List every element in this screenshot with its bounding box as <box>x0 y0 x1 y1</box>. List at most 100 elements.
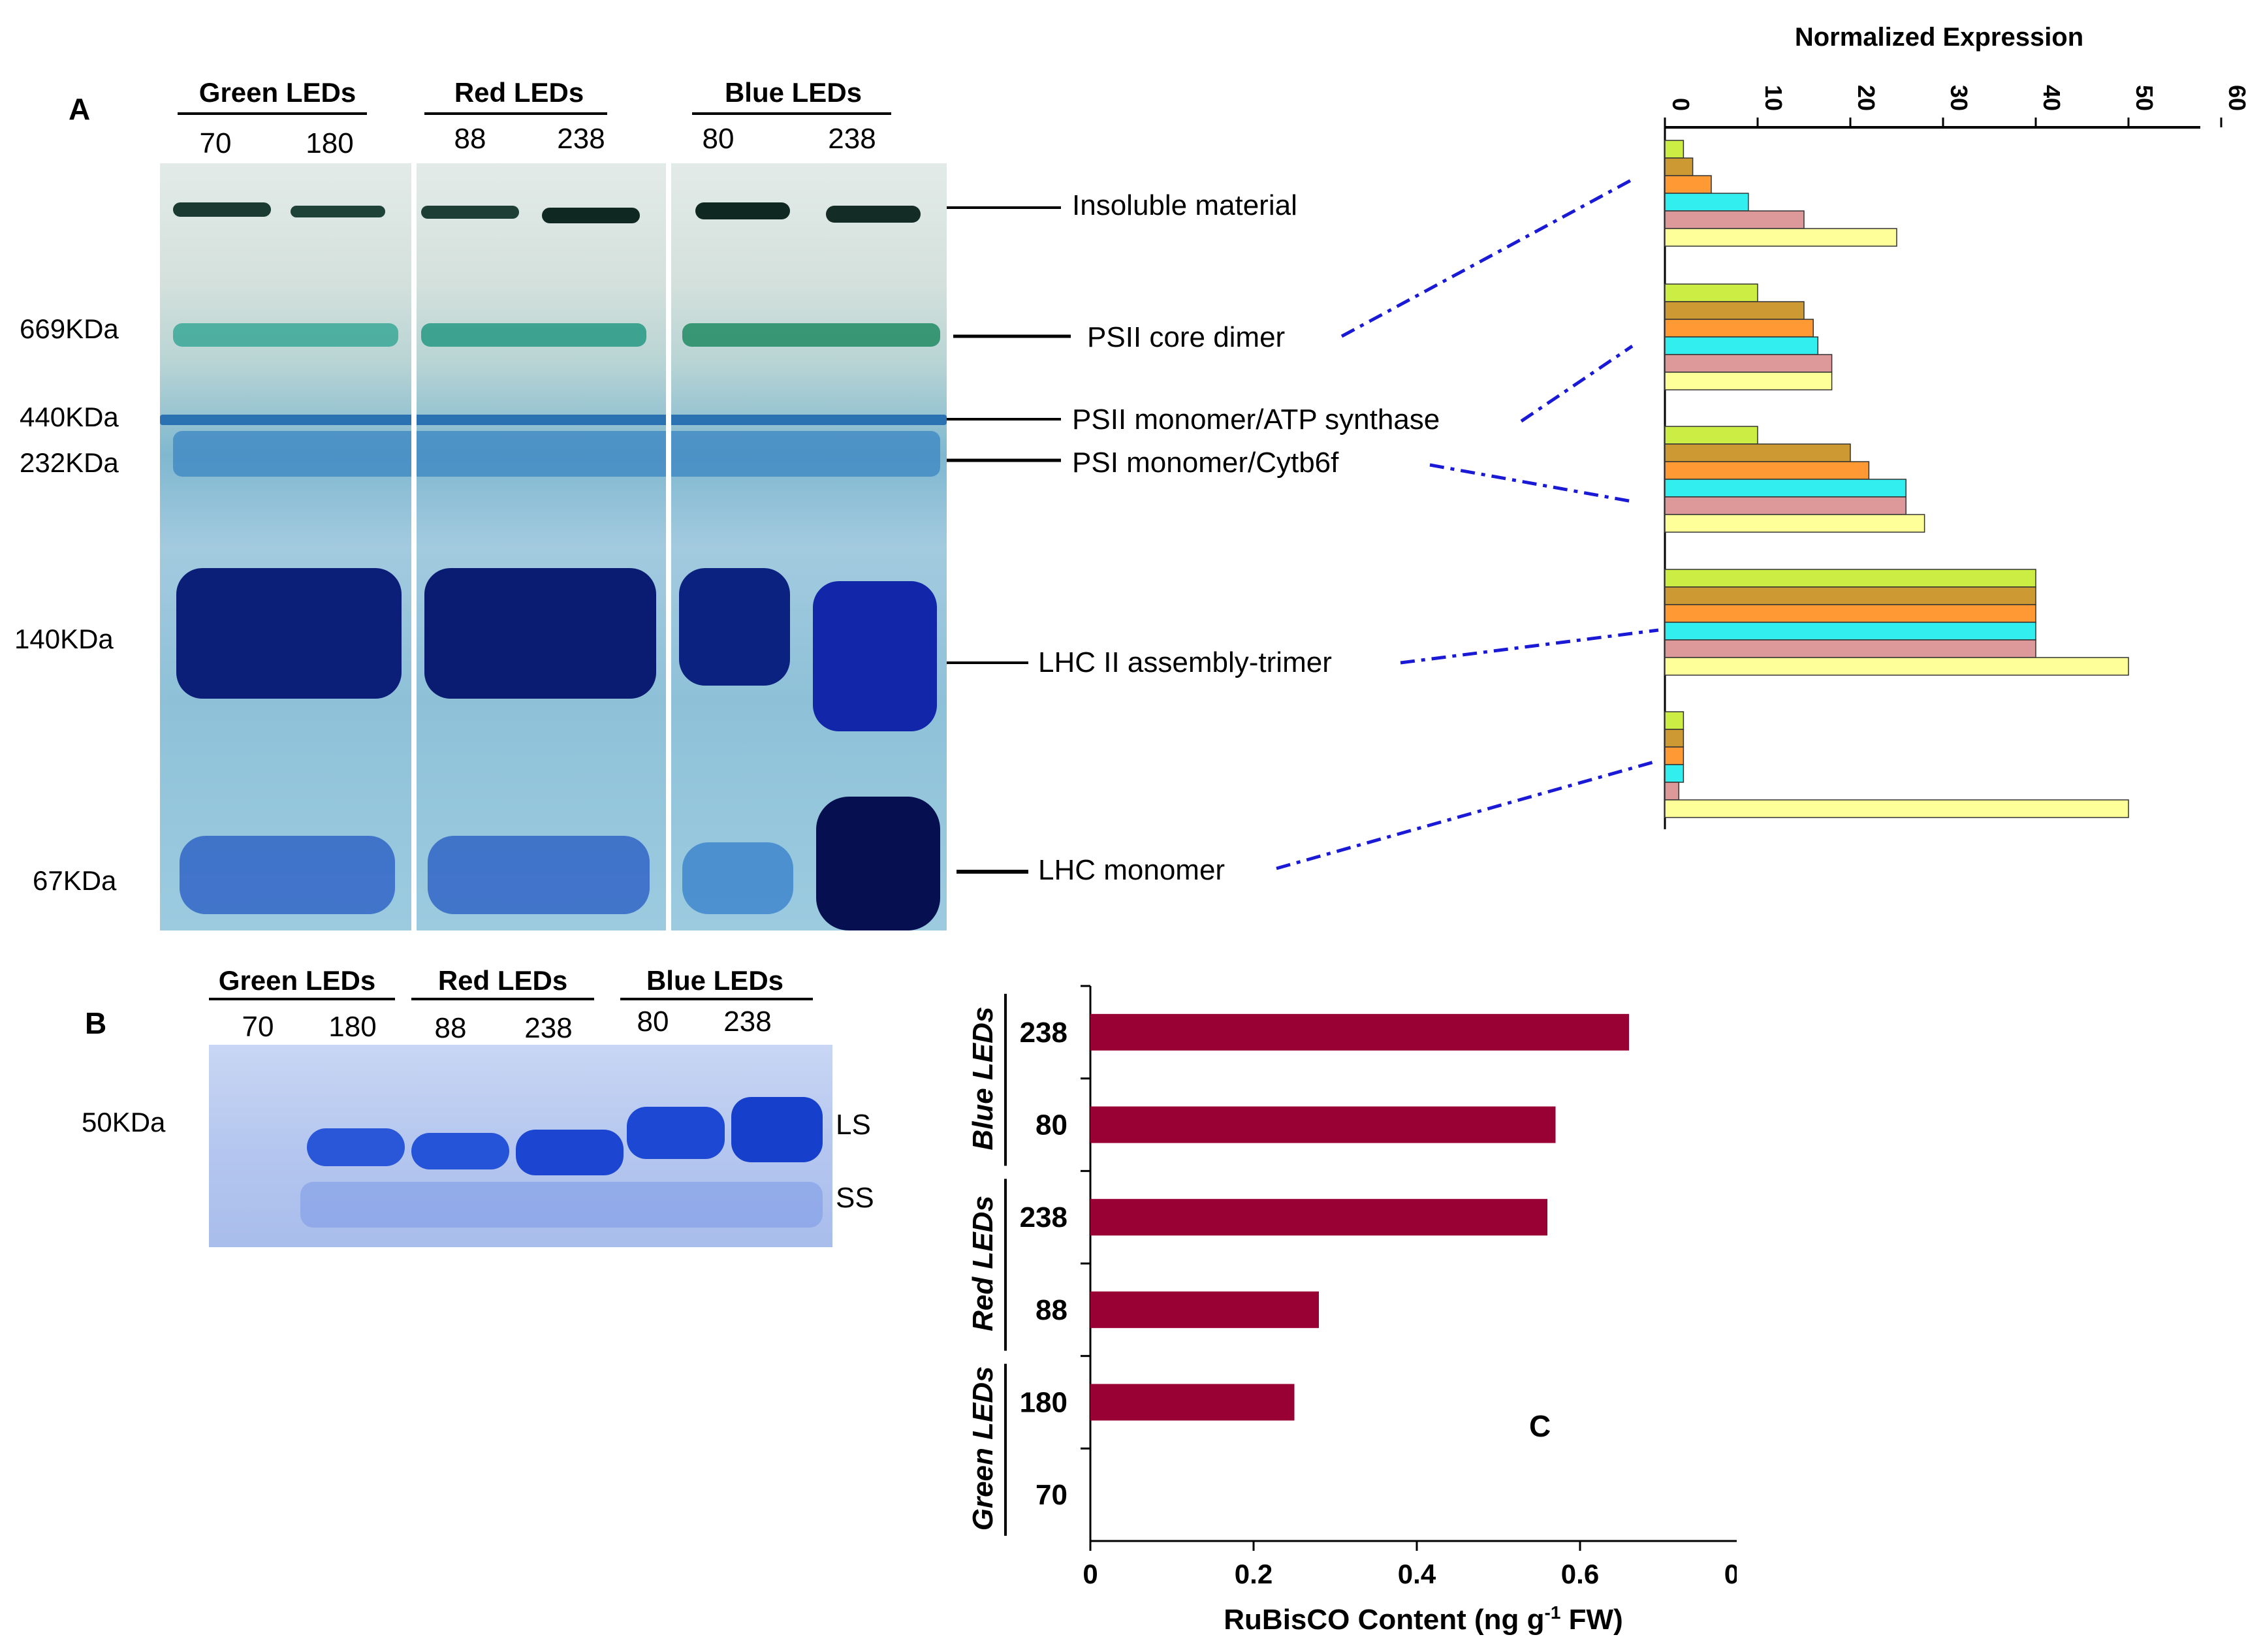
gel-band <box>542 208 640 223</box>
gel-band <box>411 1133 509 1169</box>
mw-marker: 140KDa <box>14 624 114 654</box>
gel-band <box>291 206 385 217</box>
gel-band <box>421 206 519 219</box>
x-tick-label: 0 <box>1668 98 1694 111</box>
band-label: PSII monomer/ATP synthase <box>1072 404 1440 436</box>
group-underline-green <box>178 112 367 115</box>
bar <box>1664 140 1684 159</box>
group-underline-blue <box>620 998 813 1000</box>
category-label: 88 <box>1036 1294 1068 1326</box>
gel-divider <box>411 163 417 930</box>
gel-divider <box>666 163 671 930</box>
chart-title: Normalized Expression <box>1795 23 2083 52</box>
rubisco-chart: 0 0.2 0.4 0.6 0.8 238 80 238 88 180 70 Blue LEDs R… <box>967 985 1737 1636</box>
native-gel-image <box>160 163 947 930</box>
bar <box>1664 157 1694 176</box>
category-label: 70 <box>1036 1479 1068 1511</box>
bar <box>1090 1384 1295 1421</box>
bar <box>1664 746 1684 765</box>
bar <box>1664 729 1684 748</box>
x-tick-label: 0.2 <box>1235 1559 1273 1589</box>
bar <box>1664 283 1758 302</box>
x-tick-label: 60 <box>2224 85 2246 111</box>
gel-band <box>731 1097 823 1162</box>
mw-marker: 669KDa <box>20 313 119 344</box>
group-label-green: Green LEDs <box>198 77 356 108</box>
category-label: 180 <box>1020 1387 1068 1419</box>
bar <box>1664 354 1833 373</box>
group-label: Green LEDs <box>967 1366 999 1531</box>
x-tick-label: 40 <box>2038 85 2065 111</box>
bar <box>1664 336 1819 355</box>
group-underline-blue <box>692 112 891 115</box>
mw-marker: 232KDa <box>20 447 119 478</box>
group-underline-red <box>424 112 607 115</box>
x-tick-label: 0.4 <box>1398 1559 1436 1589</box>
bar <box>1664 175 1712 194</box>
bar <box>1664 479 1906 498</box>
panel-c-letter: C <box>1529 1409 1551 1443</box>
gel-band <box>424 568 656 699</box>
connector-line <box>1276 759 1659 870</box>
connector-line <box>1340 178 1634 338</box>
mw-marker: 50KDa <box>82 1107 166 1137</box>
group-underline-red <box>411 998 594 1000</box>
bar <box>1664 764 1684 783</box>
category-label: 80 <box>1036 1109 1068 1141</box>
band-label: LHC II assembly-trimer <box>1038 646 1332 678</box>
group-label-green: Green LEDs <box>218 965 376 996</box>
band-label: PSII core dimer <box>1087 321 1286 353</box>
bar <box>1664 193 1749 212</box>
lane-label: 70 <box>242 1011 274 1043</box>
gel-band <box>173 431 940 477</box>
panel-a-letter: A <box>69 92 91 126</box>
bar <box>1664 639 2036 658</box>
x-tick-label: 20 <box>1853 85 1880 111</box>
x-tick-label: 50 <box>2131 85 2158 111</box>
bar <box>1090 1013 1629 1051</box>
lane-label: 80 <box>637 1006 669 1038</box>
x-axis-label: RuBisCO Content (ng g-1 FW) <box>1224 1602 1622 1636</box>
gel-band <box>813 581 937 731</box>
gel-band <box>679 568 790 686</box>
connector-line <box>1520 344 1634 423</box>
x-tick-label: 30 <box>1946 85 1972 111</box>
group-label-red: Red LEDs <box>454 77 584 108</box>
x-tick-label: 0.8 <box>1724 1559 1737 1589</box>
bar <box>1664 372 1833 390</box>
bar <box>1664 622 2036 641</box>
category-label: 238 <box>1020 1017 1068 1049</box>
gel-band <box>421 323 646 347</box>
bar <box>1664 799 2129 818</box>
lane-label: 88 <box>454 123 486 155</box>
gel-band <box>695 202 790 219</box>
mw-marker: 440KDa <box>20 402 119 432</box>
gel-band <box>816 797 940 930</box>
gel-band <box>160 415 947 425</box>
bar <box>1664 496 1906 515</box>
gel-band <box>682 323 940 347</box>
bar <box>1664 711 1684 730</box>
gel-band <box>176 568 402 699</box>
gel-band <box>180 836 395 914</box>
lane-label: 180 <box>306 127 354 159</box>
normalized-expression-chart: Normalized Expression 0 10 20 30 40 50 60 <box>1664 23 2246 829</box>
gel-band <box>173 202 271 217</box>
x-tick-label: 0 <box>1083 1559 1098 1589</box>
bar <box>1664 426 1758 445</box>
bar <box>1664 604 2036 623</box>
gel-band <box>428 836 650 914</box>
gel-band <box>300 1182 823 1228</box>
bar <box>1664 514 1925 533</box>
lane-label: 70 <box>199 127 232 159</box>
band-label: PSI monomer/Cytb6f <box>1072 447 1339 479</box>
lane-label: 238 <box>723 1006 772 1038</box>
panel-b-letter: B <box>85 1006 107 1040</box>
lane-label: 180 <box>328 1011 377 1043</box>
gel-band <box>516 1130 624 1175</box>
band-label: Insoluble material <box>1072 189 1297 221</box>
lane-label: 238 <box>557 123 605 155</box>
bar <box>1664 657 2129 676</box>
